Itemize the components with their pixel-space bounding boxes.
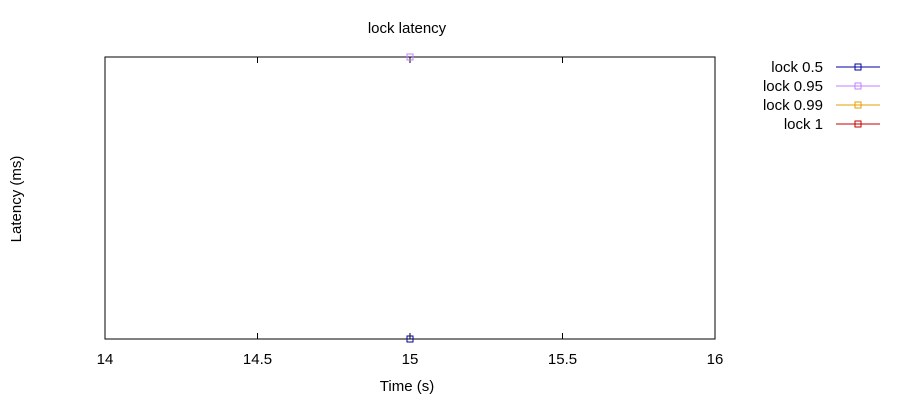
data-point-marker [406, 53, 414, 61]
x-tick-label: 16 [707, 351, 724, 368]
chart-title: lock latency [368, 20, 447, 37]
x-tick-label: 15.5 [548, 351, 577, 368]
series-lock-0-5 [406, 335, 414, 343]
legend-marker-swatch [854, 82, 862, 90]
x-tick-label: 14.5 [243, 351, 272, 368]
legend: lock 0.5 lock 0.95 lock 0.99 lock 1 [763, 59, 880, 133]
x-tick-label: 14 [97, 351, 114, 368]
x-axis-tick-labels: 14 14.5 15 15.5 16 [97, 351, 724, 368]
legend-marker-swatch [854, 120, 862, 128]
legend-label: lock 0.5 [771, 59, 823, 76]
series-layer [406, 53, 414, 343]
y-axis-label: Latency (ms) [8, 156, 25, 243]
legend-item: lock 0.95 [763, 78, 880, 95]
plot-area-frame [104, 56, 716, 340]
x-axis-label: Time (s) [380, 378, 434, 395]
legend-label: lock 0.99 [763, 97, 823, 114]
data-point-marker [406, 335, 414, 343]
legend-item: lock 0.99 [763, 97, 880, 114]
x-axis-ticks [104, 57, 716, 339]
legend-label: lock 1 [784, 116, 823, 133]
legend-label: lock 0.95 [763, 78, 823, 95]
legend-marker-swatch [854, 63, 862, 71]
x-tick-label: 15 [402, 351, 419, 368]
legend-item: lock 1 [784, 116, 880, 133]
legend-item: lock 0.5 [771, 59, 880, 76]
legend-marker-swatch [854, 101, 862, 109]
series-lock-0-95 [406, 53, 414, 61]
